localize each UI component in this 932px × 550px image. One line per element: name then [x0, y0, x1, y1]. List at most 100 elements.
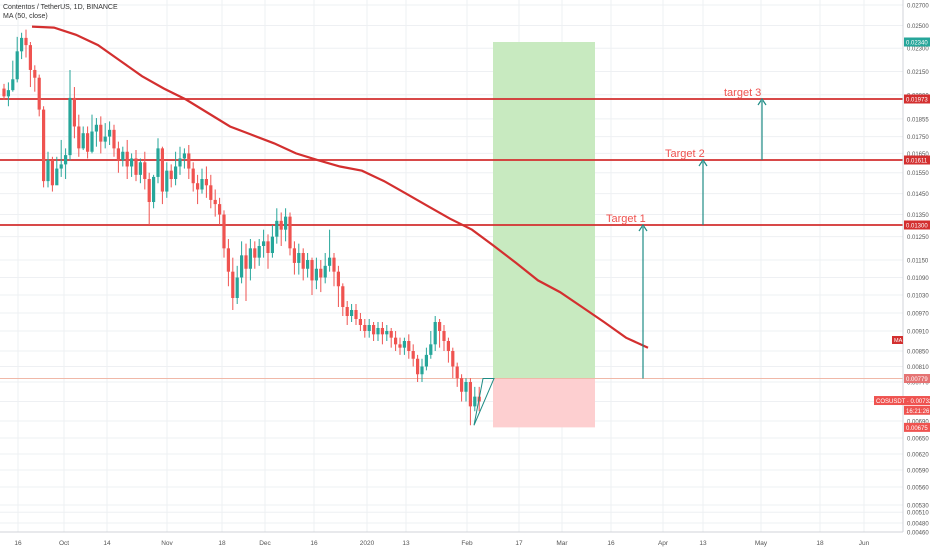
price-tag-label: 0.01611	[906, 159, 928, 165]
price-tick-label: 0.02300	[907, 47, 929, 53]
price-tick-label: 0.00770	[907, 381, 929, 387]
candle-body	[336, 271, 340, 287]
candle-body	[169, 170, 173, 180]
candle-body	[398, 344, 402, 348]
candle-body	[385, 331, 389, 335]
candle-body	[200, 179, 204, 190]
candle-body	[402, 341, 406, 348]
candle-body	[11, 79, 15, 91]
price-tick-label: 0.00690	[907, 420, 929, 426]
price-tick-label: 0.00810	[907, 365, 929, 371]
time-tick-label: Oct	[59, 540, 69, 547]
time-tick-label: Mar	[556, 540, 568, 547]
candle-body	[108, 129, 112, 137]
time-tick-label: 16	[14, 540, 22, 547]
candle-body	[86, 133, 90, 152]
time-tick-label: Nov	[161, 540, 173, 547]
candle-body	[55, 168, 59, 186]
time-tick-label: 16	[310, 540, 318, 547]
candle-body	[323, 265, 327, 278]
price-tick-label: 0.02700	[907, 4, 929, 10]
candle-body	[253, 248, 257, 258]
ma50-line	[31, 25, 649, 349]
candle-body	[209, 185, 213, 200]
price-tick-label: 0.00620	[907, 453, 929, 459]
candle-body	[94, 124, 98, 132]
candle-body	[213, 199, 217, 205]
time-tick-label: Apr	[658, 540, 669, 547]
price-tick-label: 0.01350	[907, 213, 929, 219]
candle-body	[191, 168, 195, 184]
price-tag	[904, 220, 930, 230]
candle-body	[350, 310, 354, 316]
candle-body	[24, 37, 28, 46]
price-tag	[874, 396, 930, 406]
price-tick-label: 0.01090	[907, 276, 929, 282]
candle-body	[226, 248, 230, 272]
target-label: Target 2	[665, 148, 705, 160]
candle-body	[464, 382, 468, 392]
price-axis[interactable]: 0.027000.025000.023000.021500.020000.018…	[874, 0, 932, 537]
candle-body	[433, 322, 437, 345]
candle-body	[178, 158, 182, 167]
price-tick-label: 0.01150	[907, 259, 929, 265]
candle-body	[46, 160, 50, 182]
candle-body	[468, 382, 472, 407]
time-tick-label: May	[755, 540, 768, 547]
price-tag-label: 16:21:26	[906, 409, 930, 415]
candle-body	[407, 341, 411, 351]
candle-body	[380, 328, 384, 335]
price-tag-label: 0.00675	[906, 426, 928, 432]
time-tick-label: Dec	[259, 540, 271, 547]
candle-body	[231, 271, 235, 298]
price-tick-label: 0.02150	[907, 70, 929, 76]
time-axis[interactable]: 16 Oct 14 Nov 18 Dec 16 2020 13 Feb 17 Mar 16 Apr 13 Ma…	[0, 531, 903, 547]
time-tick-label: 2020	[360, 540, 375, 547]
candle-body	[59, 164, 63, 169]
candle-body	[372, 325, 376, 335]
candle-body	[134, 158, 138, 175]
target-label: Target 1	[606, 213, 646, 225]
candle-body	[301, 253, 305, 269]
candle-body	[314, 268, 318, 281]
candle-body	[116, 148, 120, 161]
price-tick-label: 0.00850	[907, 350, 929, 356]
price-tag-label: 0.00779	[906, 377, 928, 383]
indicator-label: MA (50, close)	[3, 13, 48, 20]
candle-body	[2, 88, 6, 97]
candle-body	[37, 77, 41, 110]
candle-body	[218, 204, 222, 215]
price-tick-label: 0.00910	[907, 330, 929, 336]
time-tick-label: 14	[103, 540, 111, 547]
candle-body	[99, 124, 103, 142]
time-tick-label: 18	[218, 540, 226, 547]
candle-body	[416, 358, 420, 375]
candle-body	[297, 253, 301, 263]
price-tick-label: 0.00510	[907, 511, 929, 517]
candle-body	[332, 257, 336, 272]
candle-body	[68, 97, 72, 156]
triangle-drawing	[473, 378, 495, 426]
candle-body	[257, 246, 261, 258]
price-tick-label: 0.00970	[907, 312, 929, 318]
price-tag	[904, 94, 930, 104]
candle-body	[455, 366, 459, 379]
candle-body	[156, 148, 160, 177]
candle-body	[363, 325, 367, 331]
price-tag	[904, 37, 930, 47]
time-tick-label: 17	[515, 540, 523, 547]
candle-body	[310, 260, 314, 281]
candle-body	[15, 51, 19, 80]
price-tick-label: 0.01750	[907, 135, 929, 141]
candle-body	[394, 337, 398, 345]
candle-body	[50, 160, 54, 186]
profit-zone	[493, 42, 595, 379]
time-tick-label: 13	[402, 540, 410, 547]
ma-tag	[892, 336, 903, 344]
price-tick-label: 0.00650	[907, 437, 929, 443]
arrow-head	[698, 158, 708, 167]
candle-body	[446, 341, 450, 351]
candle-body	[138, 162, 142, 175]
candle-body	[442, 331, 446, 341]
